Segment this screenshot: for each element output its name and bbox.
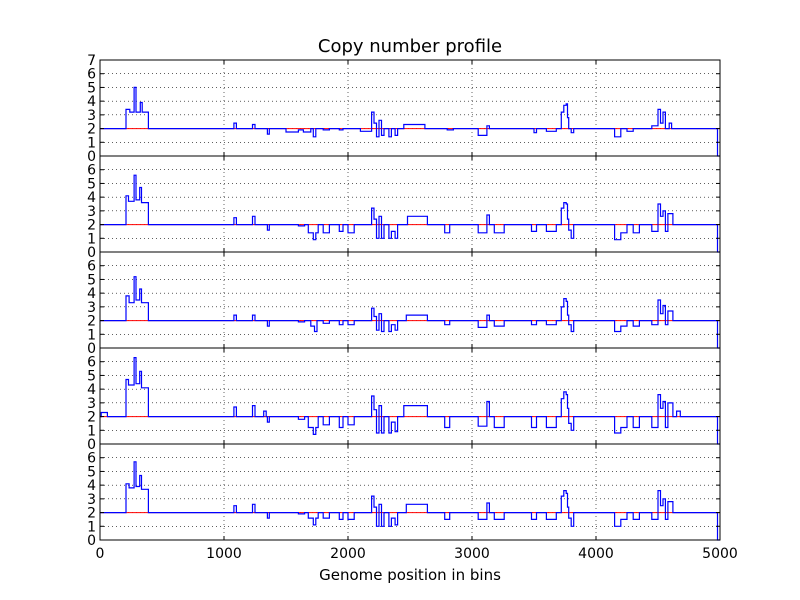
- x-tick-label: 1000: [206, 546, 242, 562]
- x-tick-label: 0: [96, 546, 105, 562]
- y-tick-label: 3: [87, 492, 96, 508]
- y-tick-label: 3: [87, 300, 96, 316]
- y-tick-label: 2: [87, 410, 96, 426]
- panel-frame: [99, 347, 721, 445]
- profile-line: [100, 86, 720, 157]
- y-tick-label: 6: [87, 355, 96, 371]
- y-tick-label: 4: [87, 94, 96, 110]
- y-tick-label: 2: [87, 218, 96, 234]
- y-tick-label: 4: [87, 190, 96, 206]
- profile-line: [100, 357, 720, 445]
- chart-title: Copy number profile: [318, 36, 502, 57]
- panel-frame: [99, 155, 721, 253]
- y-tick-label: 2: [87, 506, 96, 522]
- y-tick-label: 6: [87, 259, 96, 275]
- y-tick-label: 1: [87, 231, 96, 247]
- x-axis-label: Genome position in bins: [319, 566, 501, 584]
- y-tick-label: 4: [87, 478, 96, 494]
- y-tick-label: 2: [87, 314, 96, 330]
- y-tick-label: 3: [87, 204, 96, 220]
- y-tick-label: 6: [87, 451, 96, 467]
- profile-line: [100, 461, 720, 541]
- y-tick-label: 0: [87, 341, 96, 357]
- y-tick-label: 5: [87, 176, 96, 192]
- y-tick-label: 1: [87, 519, 96, 535]
- y-tick-label: 5: [87, 272, 96, 288]
- panel-frame: [99, 59, 721, 157]
- y-tick-label: 5: [87, 80, 96, 96]
- y-tick-label: 4: [87, 382, 96, 398]
- y-tick-label: 5: [87, 464, 96, 480]
- y-tick-label: 3: [87, 108, 96, 124]
- y-tick-label: 2: [87, 122, 96, 138]
- y-tick-label: 3: [87, 396, 96, 412]
- y-tick-label: 4: [87, 286, 96, 302]
- x-tick-label: 4000: [578, 546, 614, 562]
- panel-frame: [99, 443, 721, 541]
- y-tick-label: 1: [87, 327, 96, 343]
- y-tick-label: 6: [87, 67, 96, 83]
- profile-line: [100, 174, 720, 253]
- y-tick-label: 0: [87, 149, 96, 165]
- panel-frame: [99, 251, 721, 349]
- y-tick-label: 0: [87, 533, 96, 549]
- y-tick-label: 1: [87, 423, 96, 439]
- x-tick-label: 2000: [330, 546, 366, 562]
- profile-line: [100, 276, 720, 349]
- x-tick-label: 5000: [702, 546, 738, 562]
- y-tick-label: 7: [87, 53, 96, 69]
- y-tick-label: 5: [87, 368, 96, 384]
- x-axis: 0 1000 2000 3000 4000 5000: [96, 546, 738, 562]
- y-tick-label: 6: [87, 163, 96, 179]
- y-tick-label: 0: [87, 437, 96, 453]
- y-tick-label: 1: [87, 135, 96, 151]
- y-tick-label: 0: [87, 245, 96, 261]
- x-tick-label: 3000: [454, 546, 490, 562]
